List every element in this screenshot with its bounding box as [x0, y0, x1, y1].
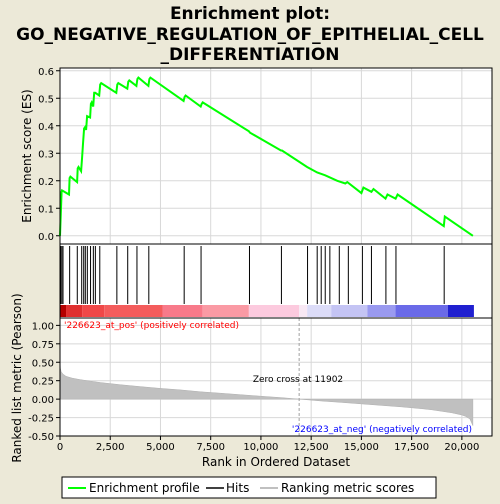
title-line-3: _DIFFERENTIATION — [160, 45, 339, 65]
es-y-axis: 0.0 0.1 0.2 0.3 0.4 0.5 0.6 — [38, 67, 60, 243]
title-line-1: Enrichment plot: — [170, 4, 330, 24]
metric-x-tick-label: 7,500 — [196, 442, 225, 453]
hit-markers — [60, 246, 445, 304]
es-y-axis-label: Enrichment score (ES) — [20, 89, 34, 222]
metric-x-axis-label: Rank in Ordered Dataset — [202, 455, 350, 469]
metric-x-tick-label: 15,000 — [344, 442, 379, 453]
metric-y-tick-label: 0.00 — [32, 395, 54, 406]
es-y-tick-label: 0.2 — [38, 177, 54, 188]
es-y-tick-label: 0.4 — [38, 122, 54, 133]
metric-x-tick-label: 10,000 — [243, 442, 278, 453]
es-y-tick-label: 0.5 — [38, 94, 54, 105]
metric-x-tick-label: 0 — [57, 442, 63, 453]
color-bar-segment — [104, 305, 163, 317]
es-y-tick-label: 0.3 — [38, 149, 54, 160]
metric-y-tick-label: 0.50 — [32, 358, 54, 369]
legend-box — [61, 476, 437, 499]
legend-enrichment-label: Enrichment profile — [89, 481, 200, 495]
es-y-tick-label: 0.6 — [38, 67, 54, 78]
title-line-2: GO_NEGATIVE_REGULATION_OF_EPITHELIAL_CEL… — [16, 25, 484, 45]
color-bar-segment — [299, 305, 308, 317]
negative-correlation-label: '226623_at_neg' (negatively correlated) — [292, 425, 472, 435]
metric-y-axis: -0.50 -0.25 0.00 0.25 0.50 0.75 1.00 — [28, 321, 60, 443]
color-bar-segment — [307, 305, 332, 317]
metric-y-axis-label: Ranked list metric (Pearson) — [10, 293, 24, 462]
es-y-tick-label: 0.1 — [38, 204, 54, 215]
es-plot-area — [60, 68, 492, 244]
legend-hits-label: Hits — [226, 481, 249, 495]
rank-color-bar — [60, 305, 474, 317]
metric-x-tick-label: 2,500 — [96, 442, 125, 453]
metric-x-tick-label: 12,500 — [294, 442, 329, 453]
legend-metric-label: Ranking metric scores — [281, 481, 414, 495]
zero-cross-label: Zero cross at 11902 — [253, 375, 343, 385]
color-bar-segment — [66, 305, 83, 317]
metric-x-tick-label: 17,500 — [394, 442, 429, 453]
hits-panel — [59, 243, 493, 319]
metric-x-tick-label: 5,000 — [146, 442, 175, 453]
color-bar-segment — [82, 305, 105, 317]
metric-y-tick-label: -0.50 — [28, 432, 54, 443]
plot-title: Enrichment plot: GO_NEGATIVE_REGULATION_… — [16, 4, 484, 65]
metric-y-tick-label: 0.25 — [32, 377, 54, 388]
metric-y-tick-label: 1.00 — [32, 321, 54, 332]
enrichment-score-panel: 0.0 0.1 0.2 0.3 0.4 0.5 0.6 Enrichment score (… — [20, 67, 493, 245]
es-grid — [59, 68, 492, 244]
ranking-metric-area — [59, 360, 474, 426]
color-bar-segment — [395, 305, 448, 317]
metric-plot-area — [60, 318, 492, 436]
metric-plot-frame — [59, 317, 493, 437]
color-bar-segment — [367, 305, 396, 317]
metric-x-tick-label: 20,000 — [444, 442, 479, 453]
color-bar-segment — [60, 305, 67, 317]
color-bar-segment — [162, 305, 203, 317]
es-y-tick-label: 0.0 — [38, 232, 54, 243]
color-bar-segment — [202, 305, 249, 317]
color-bar-segment — [331, 305, 368, 317]
metric-y-tick-label: 0.75 — [32, 340, 54, 351]
color-bar-segment — [248, 305, 300, 317]
positive-correlation-label: '226623_at_pos' (positively correlated) — [64, 321, 239, 331]
color-bar-segment — [447, 305, 474, 317]
enrichment-profile-line — [59, 76, 474, 237]
ranked-metric-panel: '226623_at_pos' (positively correlated) … — [10, 293, 493, 469]
legend: Enrichment profile Hits Ranking metric s… — [61, 476, 437, 499]
metric-y-tick-label: -0.25 — [28, 414, 54, 425]
metric-x-axis: 0 2,500 5,000 7,500 10,000 12,500 15,000 17,500… — [57, 436, 479, 453]
